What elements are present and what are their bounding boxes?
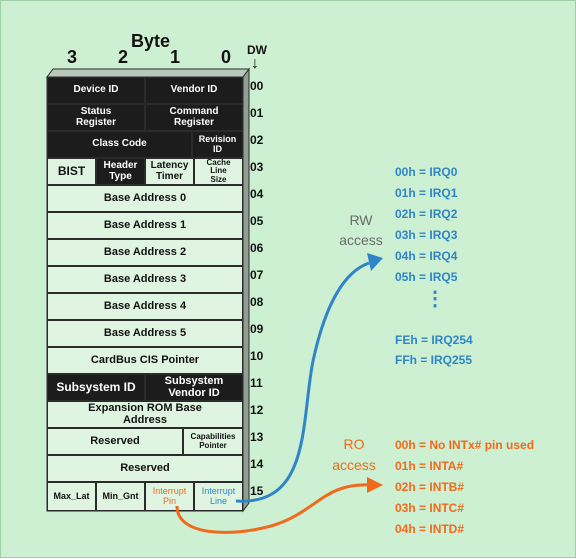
latency-timer-cell: Latency Timer bbox=[145, 158, 194, 185]
interrupt-line-cell: Interrupt Line bbox=[194, 482, 243, 511]
base-address-2-cell: Base Address 2 bbox=[47, 239, 243, 266]
vendor-id-cell: Vendor ID bbox=[145, 77, 243, 104]
dw-03: 03 bbox=[250, 160, 264, 174]
header-type-cell: Header Type bbox=[96, 158, 145, 185]
dw-04: 04 bbox=[250, 187, 264, 201]
irq-value-02h: 02h = IRQ2 bbox=[395, 207, 458, 221]
rw-access-label: access bbox=[339, 232, 383, 248]
dw-00: 00 bbox=[250, 79, 264, 93]
dw-15: 15 bbox=[250, 484, 264, 498]
max-lat-cell: Max_Lat bbox=[47, 482, 96, 511]
int-value-02h: 02h = INTB# bbox=[395, 480, 465, 494]
interrupt-line-arrow bbox=[235, 261, 370, 503]
int-value-00h: 00h = No INTx# pin used bbox=[395, 438, 535, 452]
int-value-01h: 01h = INTA# bbox=[395, 459, 464, 473]
subsystem-vendor-id-cell: Subsystem Vendor ID bbox=[145, 374, 243, 401]
dw-11: 11 bbox=[250, 376, 263, 390]
dw-down-arrow: ↓ bbox=[251, 55, 259, 72]
command-register-cell: Command Register bbox=[145, 104, 243, 131]
interrupt-pin-cell: Interrupt Pin bbox=[145, 482, 194, 511]
irq-value-00h: 00h = IRQ0 bbox=[395, 165, 458, 179]
irq-value-feh: FEh = IRQ254 bbox=[395, 333, 473, 347]
byte-number-3: 3 bbox=[67, 47, 78, 67]
interrupt-pin-arrow bbox=[175, 483, 370, 534]
dw-14: 14 bbox=[250, 457, 264, 471]
min-gnt-cell: Min_Gnt bbox=[96, 482, 145, 511]
dw-01: 01 bbox=[250, 106, 264, 120]
ro-label: RO bbox=[343, 436, 365, 452]
cache-line-size-cell: Cache Line Size bbox=[194, 158, 243, 185]
dw-07: 07 bbox=[250, 268, 264, 282]
capabilities-pointer-cell: Capabilities Pointer bbox=[183, 428, 243, 455]
cardbus-cis-pointer-cell: CardBus CIS Pointer bbox=[47, 347, 243, 374]
subsystem-id-cell: Subsystem ID bbox=[47, 374, 145, 401]
base-address-4-cell: Base Address 4 bbox=[47, 293, 243, 320]
irq-value-04h: 04h = IRQ4 bbox=[395, 249, 458, 263]
ro-access-label: access bbox=[332, 457, 376, 473]
byte-number-2: 2 bbox=[118, 47, 129, 67]
dw-06: 06 bbox=[250, 241, 264, 255]
byte-number-1: 1 bbox=[170, 47, 181, 67]
dw-08: 08 bbox=[250, 295, 264, 309]
dw-10: 10 bbox=[250, 349, 264, 363]
expansion-rom-base-address-cell: Expansion ROM Base Address bbox=[47, 401, 243, 428]
base-address-5-cell: Base Address 5 bbox=[47, 320, 243, 347]
dw-09: 09 bbox=[250, 322, 264, 336]
int-value-03h: 03h = INTC# bbox=[395, 501, 465, 515]
base-address-1-cell: Base Address 1 bbox=[47, 212, 243, 239]
int-value-04h: 04h = INTD# bbox=[395, 522, 465, 536]
dw-12: 12 bbox=[250, 403, 264, 417]
rw-label: RW bbox=[349, 212, 373, 228]
irq-value-ffh: FFh = IRQ255 bbox=[395, 353, 473, 367]
reserved-cell-13: Reserved bbox=[47, 428, 183, 455]
irq-ellipsis: ⋮ bbox=[425, 288, 445, 310]
interrupt-pin-arrowhead bbox=[367, 477, 383, 493]
dw-02: 02 bbox=[250, 133, 264, 147]
dw-13: 13 bbox=[250, 430, 264, 444]
irq-value-03h: 03h = IRQ3 bbox=[395, 228, 458, 242]
reserved-cell-14: Reserved bbox=[47, 455, 243, 482]
interrupt-line-arrowhead bbox=[367, 253, 383, 271]
irq-value-01h: 01h = IRQ1 bbox=[395, 186, 458, 200]
status-register-cell: Status Register bbox=[47, 104, 145, 131]
dw-05: 05 bbox=[250, 214, 264, 228]
class-code-cell: Class Code bbox=[47, 131, 192, 158]
bist-cell: BIST bbox=[47, 158, 96, 185]
dw-label: DW bbox=[247, 43, 267, 57]
byte-label: Byte bbox=[131, 31, 171, 51]
revision-id-cell: Revision ID bbox=[192, 131, 243, 158]
byte-number-0: 0 bbox=[221, 47, 232, 67]
irq-value-05h: 05h = IRQ5 bbox=[395, 270, 458, 284]
base-address-3-cell: Base Address 3 bbox=[47, 266, 243, 293]
device-id-cell: Device ID bbox=[47, 77, 145, 104]
base-address-0-cell: Base Address 0 bbox=[47, 185, 243, 212]
